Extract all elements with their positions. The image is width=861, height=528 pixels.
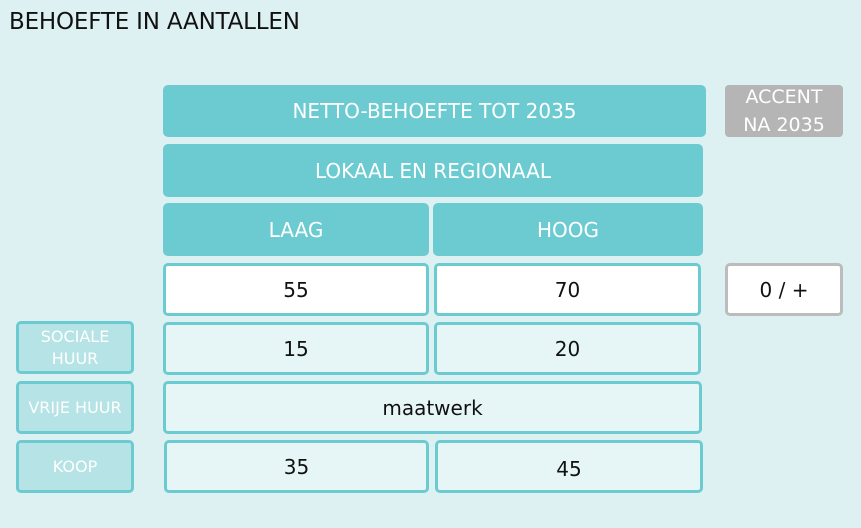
page-title: BEHOEFTE IN AANTALLEN [9,9,300,35]
koop-laag-cell: 35 [164,440,429,493]
koop-hoog-cell: 45 [435,440,703,493]
vrije-huur-value-cell: maatwerk [163,381,702,434]
total-hoog-cell: 70 [434,263,701,316]
header-netto-behoefte: NETTO-BEHOEFTE TOT 2035 [163,85,706,137]
accent-line-1: ACCENT [745,86,823,108]
total-accent-cell: 0 / + [725,263,843,316]
header-laag: LAAG [163,203,429,256]
accent-line-2: NA 2035 [743,114,825,136]
row-label-vrije-huur: VRIJE HUUR [16,381,134,434]
sociale-huur-laag-cell: 15 [163,322,429,375]
total-laag-cell: 55 [163,263,429,316]
row-label-line-2: HUUR [51,348,99,368]
row-label-koop: KOOP [16,440,134,493]
header-lokaal-regionaal: LOKAAL EN REGIONAAL [163,144,703,197]
row-label-sociale-huur: SOCIALE HUUR [16,321,134,374]
row-label-line-1: SOCIALE [40,326,110,346]
sociale-huur-hoog-cell: 20 [434,322,701,375]
header-accent-na-2035: ACCENT NA 2035 [725,85,843,137]
header-hoog: HOOG [433,203,703,256]
row-label-line-1: VRIJE HUUR [28,397,122,417]
row-label-line-1: KOOP [52,456,98,476]
